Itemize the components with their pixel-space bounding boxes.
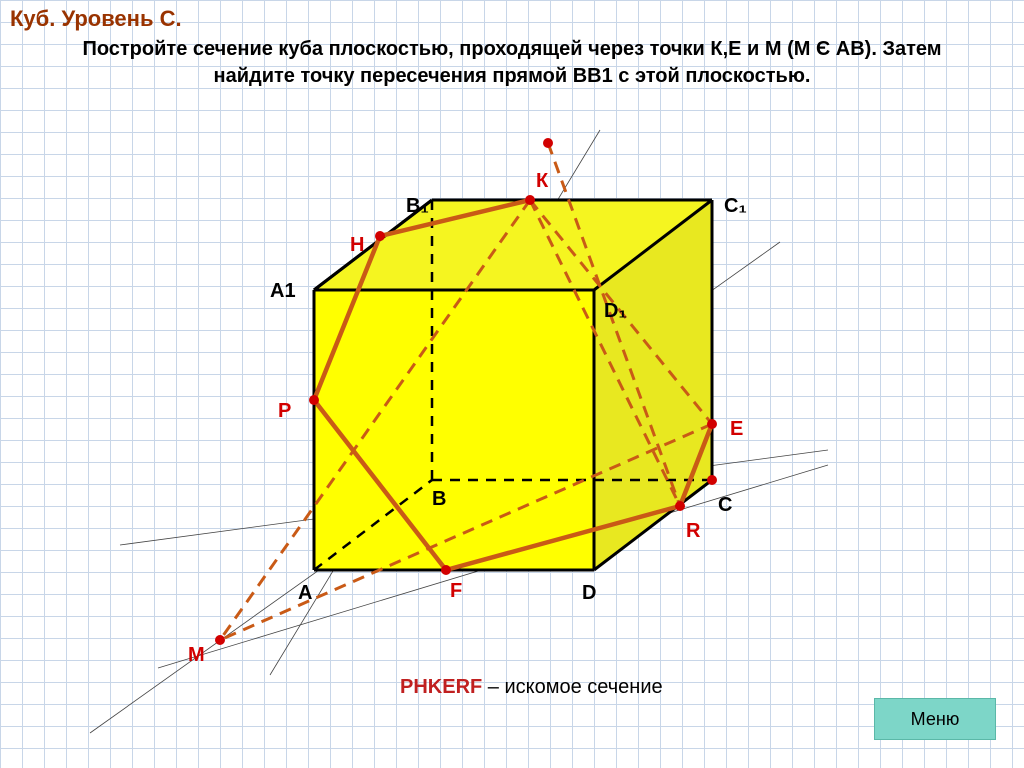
diagram-canvas (0, 0, 1024, 768)
answer-text: PHKERF – искомое сечение (400, 676, 663, 699)
page: Куб. Уровень С. Постройте сечение куба п… (0, 0, 1024, 768)
answer-tail: – искомое сечение (482, 676, 662, 698)
menu-button[interactable]: Меню (874, 698, 996, 740)
answer-highlight: PHKERF (400, 676, 482, 698)
